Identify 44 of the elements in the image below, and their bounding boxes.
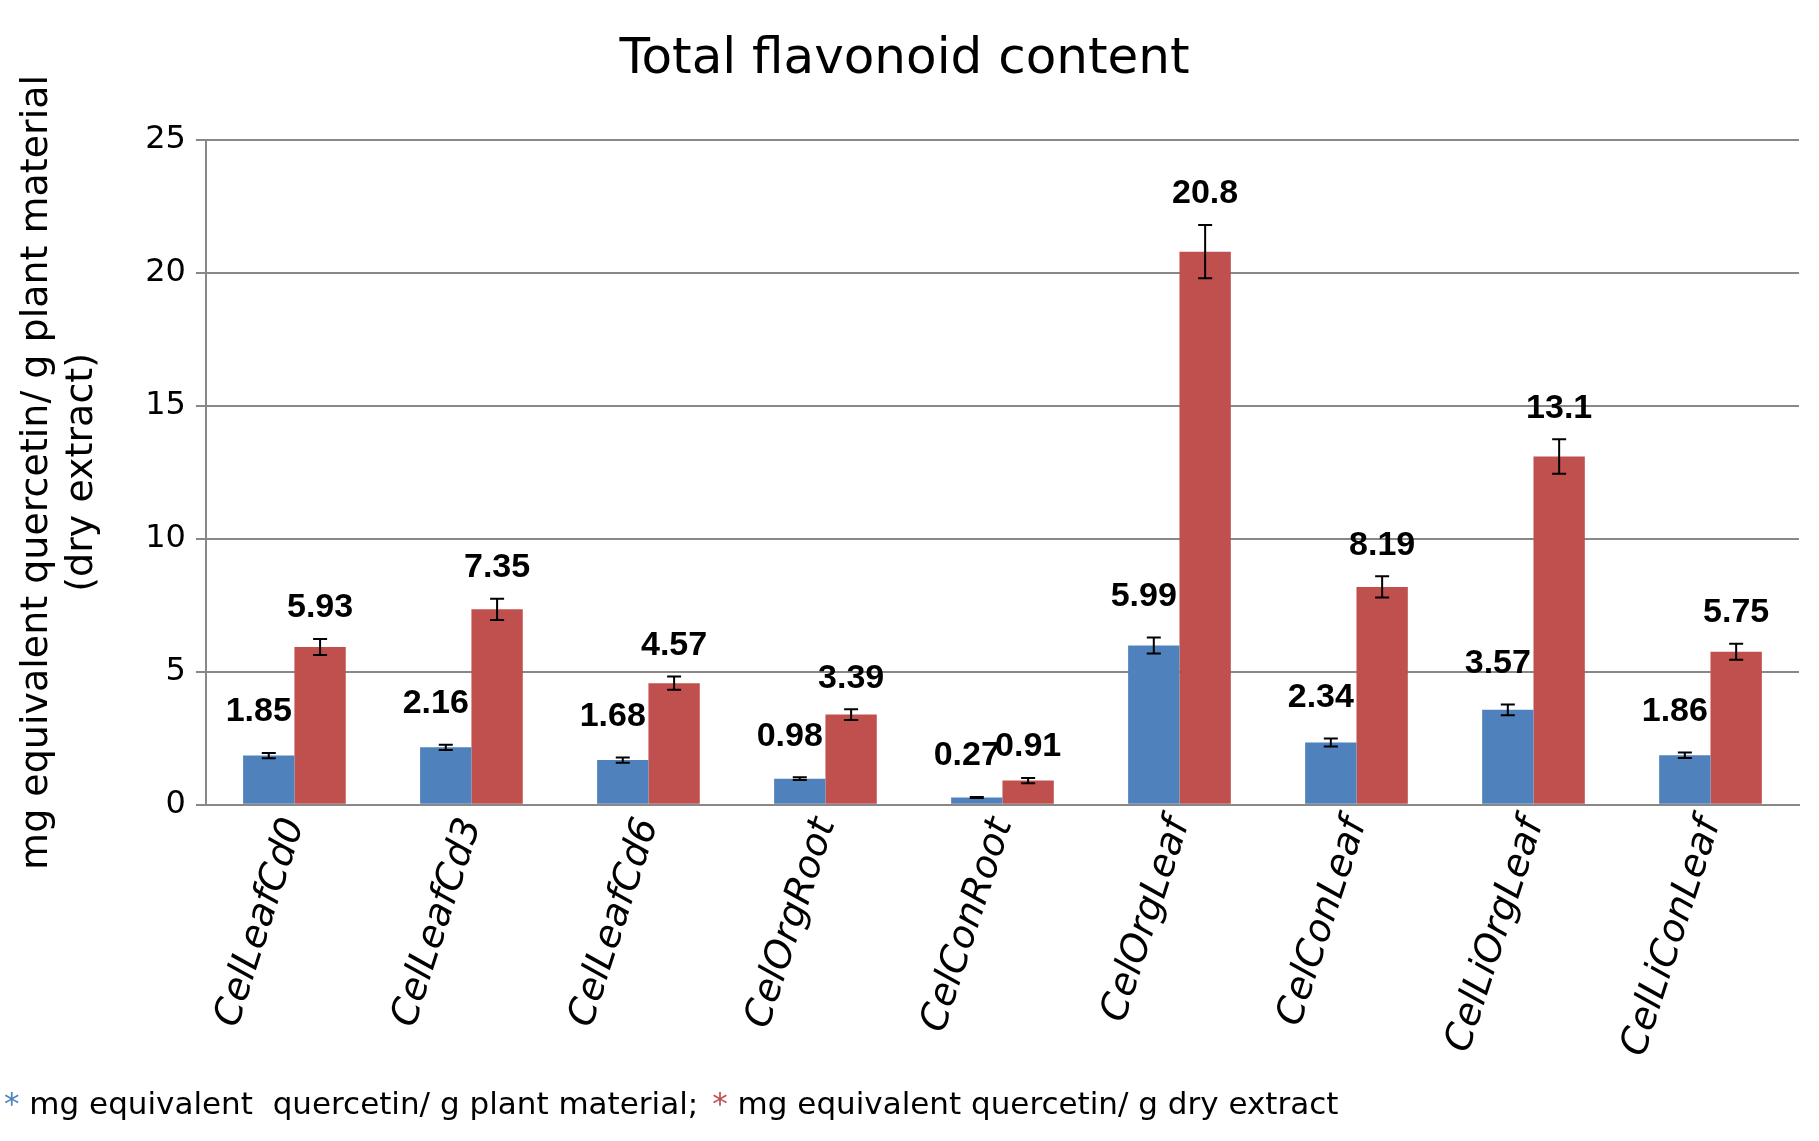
y-tick-label: 20 — [145, 251, 186, 290]
bar — [1659, 755, 1711, 804]
bar — [951, 797, 1003, 804]
data-label: 4.57 — [641, 623, 708, 662]
bar — [1356, 586, 1408, 804]
chart-title: Total flavonoid content — [618, 26, 1190, 85]
text: * mg equivalent quercetin/ g dry extract — [712, 1085, 1339, 1121]
bar — [597, 760, 649, 804]
data-label: 8.19 — [1349, 523, 1416, 562]
bar — [1710, 651, 1762, 804]
bar — [294, 647, 346, 804]
data-label: 7.35 — [464, 546, 531, 585]
y-tick-label: 25 — [145, 118, 186, 157]
y-tick-label: 0 — [165, 783, 186, 822]
bar — [243, 755, 295, 804]
bar — [774, 778, 826, 804]
data-label: 5.93 — [287, 586, 354, 625]
bar — [471, 609, 523, 804]
y-tick-label: 5 — [165, 650, 186, 689]
y-tick-label: 15 — [145, 384, 186, 423]
bar — [1533, 456, 1585, 804]
data-label: 1.85 — [225, 690, 292, 729]
bar — [1305, 742, 1357, 804]
bar — [648, 683, 700, 804]
data-label: 0.98 — [756, 714, 823, 753]
data-label: 13.1 — [1526, 386, 1593, 425]
y-axis-title: mg equivalent quercetin/ g plant material (dry extract) — [11, 74, 102, 870]
bar — [420, 747, 472, 804]
data-label: 5.75 — [1703, 591, 1770, 630]
data-label: 3.57 — [1464, 641, 1531, 680]
data-label: 1.68 — [579, 694, 646, 733]
data-label: 2.34 — [1287, 675, 1354, 714]
data-label: 5.99 — [1110, 574, 1177, 613]
y-tick-label: 10 — [145, 517, 186, 556]
bar — [1482, 709, 1534, 804]
data-label: 3.39 — [818, 656, 885, 695]
bar — [1002, 780, 1054, 804]
bar — [825, 714, 877, 804]
bar — [1179, 251, 1231, 804]
bar — [1128, 645, 1180, 804]
data-label: 1.86 — [1641, 689, 1708, 728]
data-label: 2.16 — [402, 682, 469, 721]
data-label: 20.8 — [1172, 172, 1239, 211]
text: * mg equivalent quercetin/ g plant material; — [4, 1085, 699, 1121]
